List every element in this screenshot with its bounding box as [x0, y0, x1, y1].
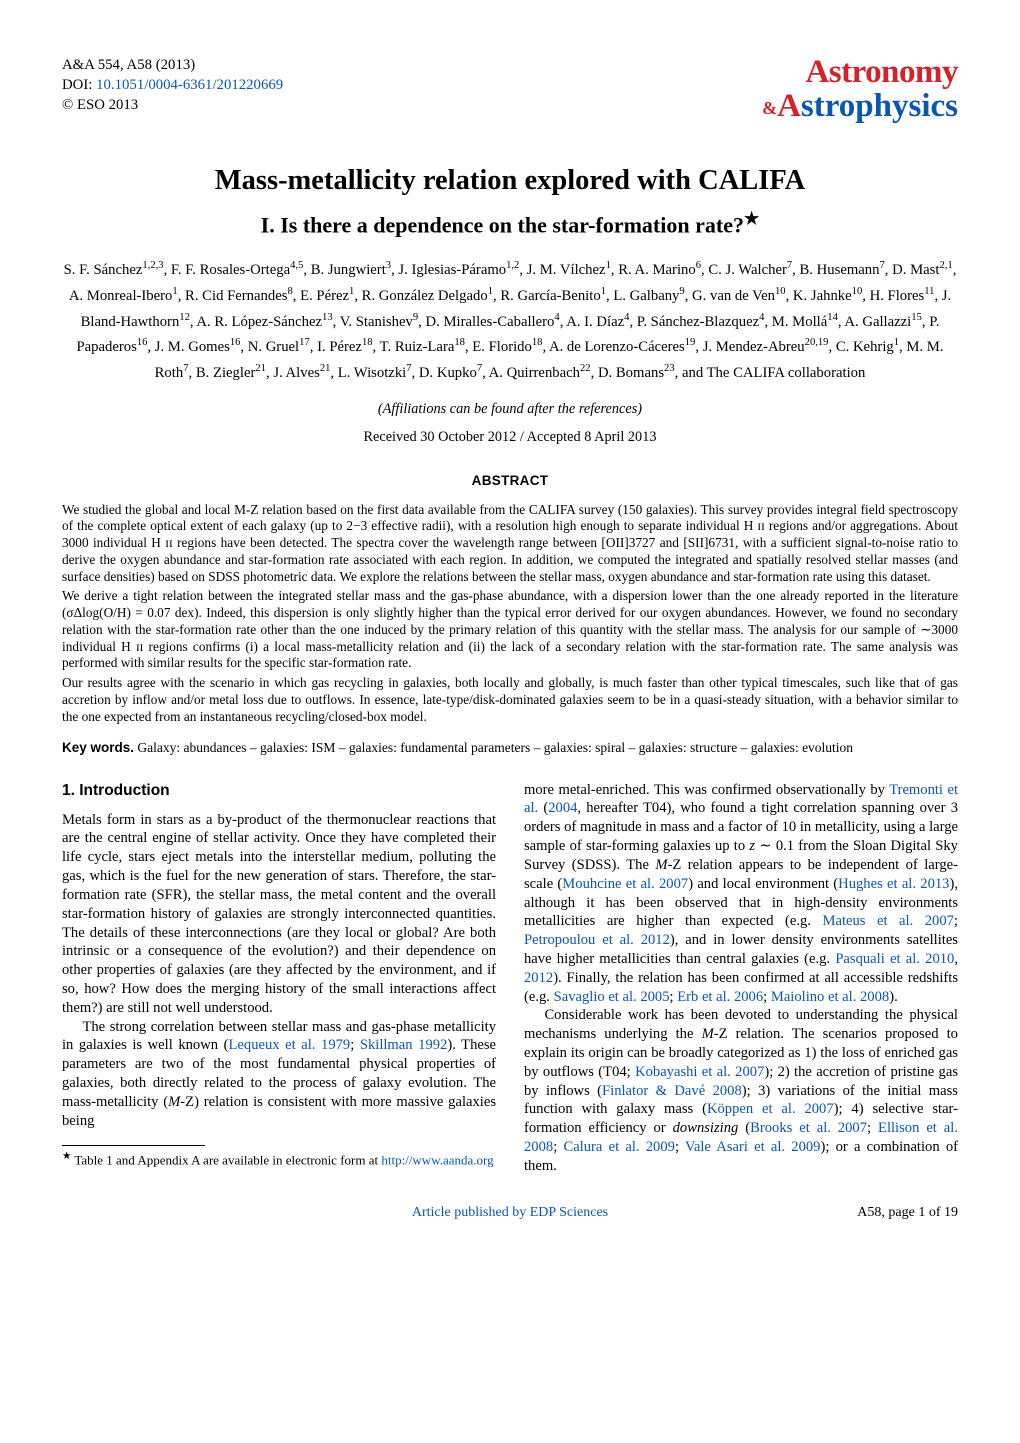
footnote-rule [62, 1145, 205, 1146]
masthead: Astronomy &Astrophysics [762, 56, 958, 123]
article-subtitle: I. Is there a dependence on the star-for… [62, 208, 958, 239]
keywords-line: Key words. Galaxy: abundances – galaxies… [62, 739, 958, 756]
page-header: A&A 554, A58 (2013) DOI: 10.1051/0004-63… [62, 56, 958, 123]
section-1-heading: 1. Introduction [62, 781, 496, 801]
body-para: more metal-enriched. This was confirmed … [524, 781, 958, 1007]
masthead-astronomy: Astronomy [762, 56, 958, 90]
masthead-astrophysics: &Astrophysics [762, 90, 958, 124]
masthead-ampersand: & [762, 98, 777, 118]
body-para: The strong correlation between stellar m… [62, 1018, 496, 1131]
footnote-star-icon: ★ [62, 1151, 71, 1162]
footnote-text: Table 1 and Appendix A are available in … [74, 1153, 381, 1168]
doi-link[interactable]: 10.1051/0004-6361/201220669 [96, 77, 283, 93]
copyright-line: © ESO 2013 [62, 96, 283, 116]
body-para: Considerable work has been devoted to un… [524, 1006, 958, 1175]
abstract-body: We studied the global and local M-Z rela… [62, 502, 958, 726]
keywords-text: Galaxy: abundances – galaxies: ISM – gal… [134, 740, 853, 755]
subtitle-text: I. Is there a dependence on the star-for… [261, 212, 744, 237]
footnote-link[interactable]: http://www.aanda.org [381, 1153, 493, 1168]
abstract-heading: ABSTRACT [62, 472, 958, 489]
doi-line: DOI: 10.1051/0004-6361/201220669 [62, 76, 283, 96]
affiliations-note: (Affiliations can be found after the ref… [62, 400, 958, 418]
abstract-para-2: We derive a tight relation between the i… [62, 588, 958, 672]
masthead-cap-a: A [777, 88, 801, 124]
abstract-para-3: Our results agree with the scenario in w… [62, 675, 958, 725]
body-para: Metals form in stars as a by-product of … [62, 811, 496, 1018]
page-footer: Article published by EDP Sciences A58, p… [62, 1204, 958, 1222]
subtitle-star: ★ [744, 209, 759, 228]
keywords-label: Key words. [62, 740, 134, 755]
footnote: ★ Table 1 and Appendix A are available i… [62, 1150, 496, 1169]
journal-reference: A&A 554, A58 (2013) [62, 56, 283, 76]
publisher-link[interactable]: Article published by EDP Sciences [412, 1205, 608, 1220]
author-list: S. F. Sánchez1,2,3, F. F. Rosales-Ortega… [62, 257, 958, 386]
two-column-body: 1. Introduction Metals form in stars as … [62, 781, 958, 1176]
article-title: Mass-metallicity relation explored with … [62, 163, 958, 199]
doi-label: DOI: [62, 77, 96, 93]
publisher-line: Article published by EDP Sciences [62, 1204, 958, 1222]
masthead-rest: strophysics [801, 88, 958, 124]
header-left-block: A&A 554, A58 (2013) DOI: 10.1051/0004-63… [62, 56, 283, 116]
abstract-para-1: We studied the global and local M-Z rela… [62, 502, 958, 586]
received-accepted: Received 30 October 2012 / Accepted 8 Ap… [62, 428, 958, 446]
page-number: A58, page 1 of 19 [857, 1204, 958, 1222]
